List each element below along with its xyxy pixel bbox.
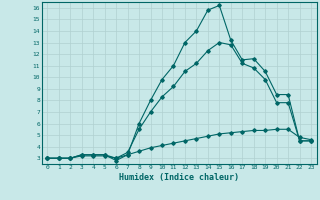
X-axis label: Humidex (Indice chaleur): Humidex (Indice chaleur) — [119, 173, 239, 182]
